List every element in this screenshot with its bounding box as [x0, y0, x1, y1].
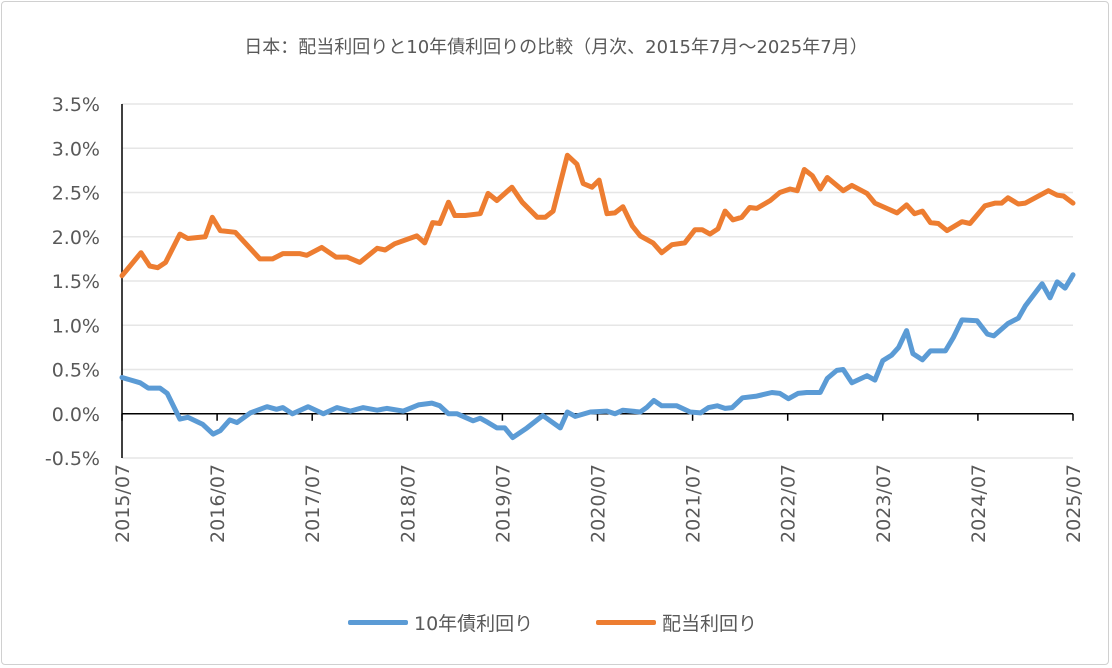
x-tick-label: 2025/07 — [1063, 464, 1085, 543]
legend-swatch-jgb-10y — [348, 620, 408, 625]
legend-swatch-dividend-yield — [596, 620, 656, 625]
x-tick-label: 2015/07 — [112, 464, 134, 543]
series-line-dividend-yield — [119, 152, 1076, 279]
series-line-jgb-10y — [119, 272, 1076, 441]
chart-title: 日本：配当利回りと10年債利回りの比較（月次、2015年7月～2025年7月） — [244, 37, 868, 58]
y-tick-label: 3.0% — [52, 138, 100, 160]
x-tick-label: 2017/07 — [302, 464, 324, 543]
x-tick-label: 2016/07 — [207, 464, 229, 543]
y-tick-label: 1.0% — [52, 315, 100, 337]
y-tick-label: 0.0% — [52, 404, 100, 426]
legend-item-jgb-10y: 10年債利回り — [348, 609, 533, 636]
y-tick-label: 3.5% — [52, 94, 100, 116]
y-tick-label: 2.0% — [52, 227, 100, 249]
y-tick-label: 1.5% — [52, 271, 100, 293]
y-tick-label: -0.5% — [45, 448, 100, 470]
y-tick-label: 2.5% — [52, 183, 100, 205]
x-tick-label: 2022/07 — [778, 464, 800, 543]
x-tick-label: 2020/07 — [588, 464, 610, 543]
legend-item-dividend-yield: 配当利回り — [596, 609, 757, 636]
x-tick-label: 2018/07 — [397, 464, 419, 543]
x-tick-label: 2024/07 — [968, 464, 990, 543]
x-tick-label: 2019/07 — [492, 464, 514, 543]
y-tick-label: 0.5% — [52, 360, 100, 382]
x-tick-label: 2023/07 — [873, 464, 895, 543]
x-tick-label: 2021/07 — [683, 464, 705, 543]
legend-label-dividend-yield: 配当利回り — [662, 613, 758, 635]
legend-label-jgb-10y: 10年債利回り — [414, 613, 534, 635]
